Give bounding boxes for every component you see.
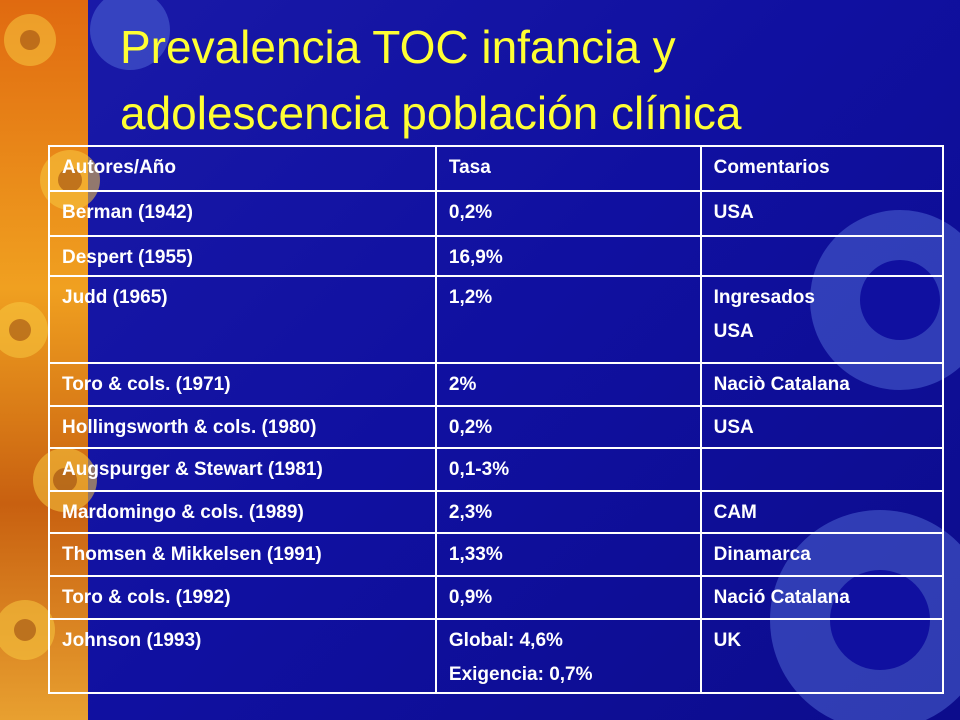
cell-line: Ingresados	[713, 287, 815, 308]
table-cell: 2,3%	[434, 490, 702, 534]
table-cell: Judd (1965)	[48, 275, 437, 364]
title-line: adolescencia población clínica	[120, 87, 742, 139]
table-cell: Johnson (1993)	[48, 618, 437, 694]
header-cell: Tasa	[434, 145, 702, 192]
table-cell: Nació Catalana	[699, 575, 945, 620]
cell-line: Exigencia: 0,7%	[448, 664, 593, 685]
table-cell: 0,9%	[434, 575, 702, 620]
slide-title: Prevalencia TOC infancia y adolescencia …	[120, 14, 741, 146]
header-row: Autores/Año Tasa Comentarios	[48, 145, 945, 192]
table-cell: Mardomingo & cols. (1989)	[48, 490, 437, 534]
table-cell: Dinamarca	[699, 532, 945, 577]
table-cell: 0,2%	[434, 190, 702, 237]
header-cell: Comentarios	[699, 145, 945, 192]
table-cell: 1,33%	[434, 532, 702, 577]
cell-line: Global: 4,6%	[448, 630, 563, 651]
table-row: Berman (1942) 0,2% USA	[48, 190, 945, 237]
table-cell: UK	[699, 618, 945, 694]
table-row: Thomsen & Mikkelsen (1991) 1,33% Dinamarca	[48, 532, 945, 577]
table-row: Despert (1955) 16,9%	[48, 235, 945, 277]
title-line: Prevalencia TOC infancia y	[120, 21, 676, 73]
table-cell: 0,1-3%	[434, 447, 702, 492]
table-row: Judd (1965) 1,2% Ingresados USA	[48, 275, 945, 364]
table-cell: Hollingsworth & cols. (1980)	[48, 405, 437, 449]
table-cell: USA	[699, 190, 945, 237]
prevalence-table: Autores/Año Tasa Comentarios Berman (1942) 0…	[48, 145, 945, 694]
table-cell: Thomsen & Mikkelsen (1991)	[48, 532, 437, 577]
table-cell: Ingresados USA	[699, 275, 945, 364]
table-row: Toro & cols. (1992) 0,9% Nació Catalana	[48, 575, 945, 620]
table-cell: Global: 4,6% Exigencia: 0,7%	[434, 618, 702, 694]
table-cell: 16,9%	[434, 235, 702, 277]
table-row: Toro & cols. (1971) 2% Naciò Catalana	[48, 362, 945, 407]
table-cell: USA	[699, 405, 945, 449]
table-cell: Berman (1942)	[48, 190, 437, 237]
table-cell: Toro & cols. (1971)	[48, 362, 437, 407]
table-cell: Despert (1955)	[48, 235, 437, 277]
table-row: Mardomingo & cols. (1989) 2,3% CAM	[48, 490, 945, 534]
table-cell: 2%	[434, 362, 702, 407]
table-cell: Augspurger & Stewart (1981)	[48, 447, 437, 492]
table-cell: 1,2%	[434, 275, 702, 364]
header-cell: Autores/Año	[48, 145, 437, 192]
table-cell	[699, 235, 945, 277]
table-row: Augspurger & Stewart (1981) 0,1-3%	[48, 447, 945, 492]
table-cell: 0,2%	[434, 405, 702, 449]
table-cell: Toro & cols. (1992)	[48, 575, 437, 620]
table-cell: Naciò Catalana	[699, 362, 945, 407]
table-cell: CAM	[699, 490, 945, 534]
table-cell	[699, 447, 945, 492]
cell-line: USA	[713, 321, 754, 342]
table-row: Johnson (1993) Global: 4,6% Exigencia: 0,7…	[48, 618, 945, 694]
table-row: Hollingsworth & cols. (1980) 0,2% USA	[48, 405, 945, 449]
